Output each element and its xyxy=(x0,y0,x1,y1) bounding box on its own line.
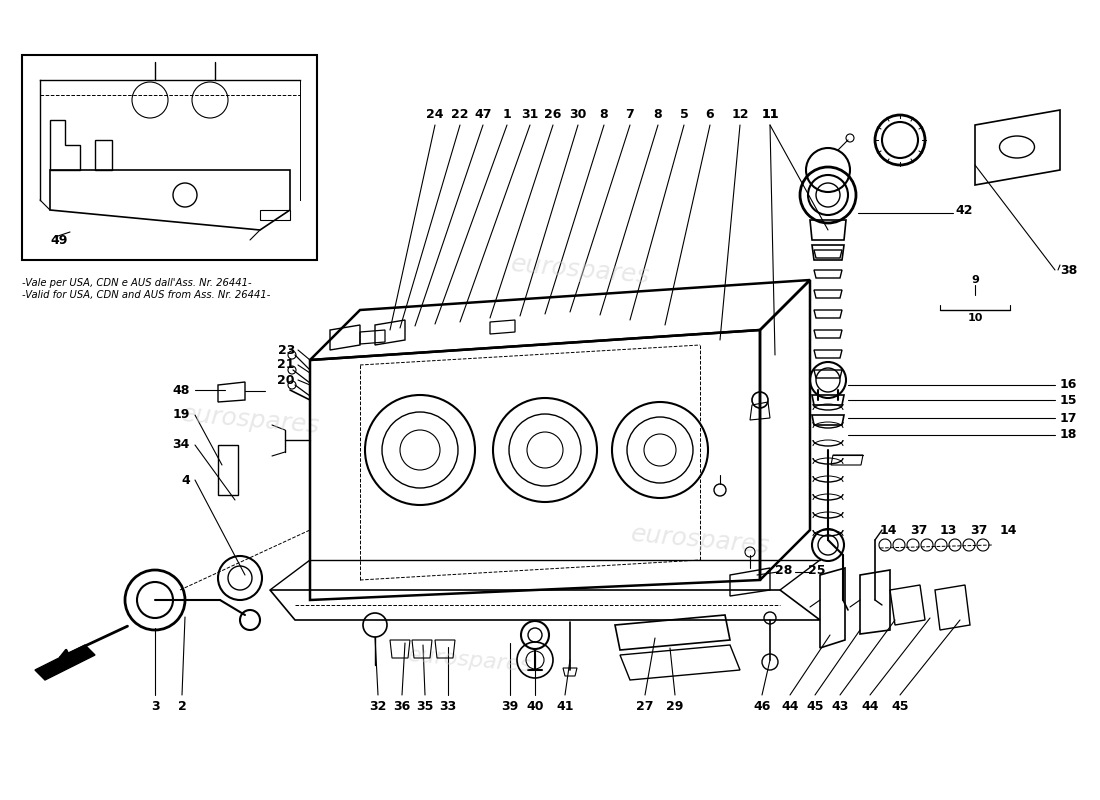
Text: -Valid for USA, CDN and AUS from Ass. Nr. 26441-: -Valid for USA, CDN and AUS from Ass. Nr… xyxy=(22,290,271,300)
Text: 4: 4 xyxy=(182,474,190,486)
Text: 8: 8 xyxy=(653,109,662,122)
Text: 46: 46 xyxy=(754,701,771,714)
Text: 15: 15 xyxy=(1060,394,1078,406)
Text: 24: 24 xyxy=(427,109,443,122)
Text: 2: 2 xyxy=(177,701,186,714)
Text: 42: 42 xyxy=(955,203,972,217)
Text: 40: 40 xyxy=(526,701,543,714)
Text: 49: 49 xyxy=(50,234,67,246)
Text: eurospares: eurospares xyxy=(629,522,771,558)
Text: 43: 43 xyxy=(832,701,849,714)
Text: 18: 18 xyxy=(1060,429,1077,442)
Text: 36: 36 xyxy=(394,701,410,714)
Text: 9: 9 xyxy=(971,275,979,285)
Text: 22: 22 xyxy=(451,109,469,122)
Text: 37: 37 xyxy=(910,523,927,537)
Text: 37: 37 xyxy=(970,523,988,537)
Text: 7: 7 xyxy=(626,109,635,122)
Text: 26: 26 xyxy=(544,109,562,122)
Text: 23: 23 xyxy=(277,343,295,357)
Text: 25: 25 xyxy=(808,563,825,577)
Text: 39: 39 xyxy=(502,701,518,714)
Text: 11: 11 xyxy=(761,109,779,122)
Text: eurospares: eurospares xyxy=(509,252,650,288)
Text: 32: 32 xyxy=(370,701,387,714)
Text: 6: 6 xyxy=(706,109,714,122)
Text: 21: 21 xyxy=(277,358,295,371)
Text: 30: 30 xyxy=(570,109,586,122)
Text: 29: 29 xyxy=(667,701,684,714)
Text: 3: 3 xyxy=(151,701,160,714)
Text: 14: 14 xyxy=(1000,523,1018,537)
Text: 5: 5 xyxy=(680,109,689,122)
Text: 27: 27 xyxy=(636,701,653,714)
Text: 20: 20 xyxy=(277,374,295,386)
Text: 44: 44 xyxy=(781,701,799,714)
FancyBboxPatch shape xyxy=(22,55,317,260)
Text: 31: 31 xyxy=(521,109,539,122)
Text: 38: 38 xyxy=(1060,263,1077,277)
Text: 35: 35 xyxy=(416,701,433,714)
Polygon shape xyxy=(35,645,95,680)
Text: eurospares: eurospares xyxy=(407,645,532,675)
Text: 41: 41 xyxy=(557,701,574,714)
Text: 47: 47 xyxy=(474,109,492,122)
Text: 16: 16 xyxy=(1060,378,1077,391)
Text: 13: 13 xyxy=(940,523,957,537)
Text: 45: 45 xyxy=(806,701,824,714)
Text: 48: 48 xyxy=(173,383,190,397)
Text: 8: 8 xyxy=(600,109,608,122)
Text: 11: 11 xyxy=(761,109,779,122)
Text: -Vale per USA, CDN e AUS dall'Ass. Nr. 26441-: -Vale per USA, CDN e AUS dall'Ass. Nr. 2… xyxy=(22,278,252,288)
Text: 19: 19 xyxy=(173,409,190,422)
Text: 17: 17 xyxy=(1060,411,1078,425)
Text: 45: 45 xyxy=(891,701,909,714)
Text: 1: 1 xyxy=(503,109,512,122)
Text: 34: 34 xyxy=(173,438,190,451)
Text: 12: 12 xyxy=(732,109,749,122)
Text: 44: 44 xyxy=(861,701,879,714)
Text: 33: 33 xyxy=(439,701,456,714)
Text: 10: 10 xyxy=(967,313,982,323)
Text: 28: 28 xyxy=(776,563,792,577)
Text: eurospares: eurospares xyxy=(179,402,320,438)
Text: 14: 14 xyxy=(880,523,898,537)
